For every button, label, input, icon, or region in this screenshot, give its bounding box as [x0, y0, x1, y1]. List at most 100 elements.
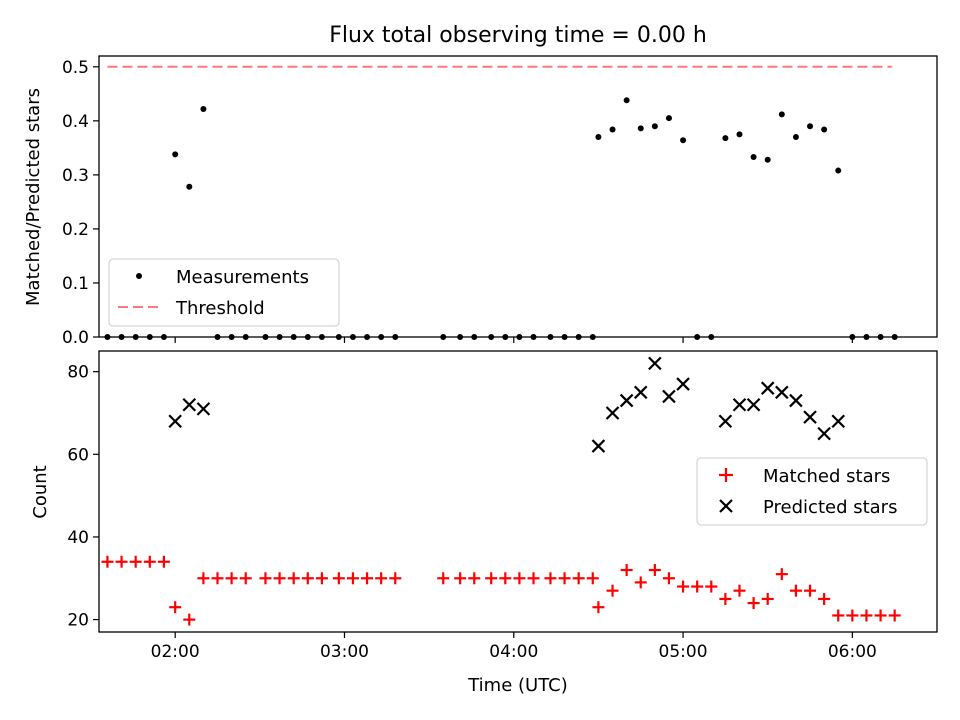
legend-predicted-marker — [719, 499, 733, 513]
top-y-tick-label: 0.2 — [62, 220, 89, 240]
x-axis-label: Time (UTC) — [467, 675, 568, 696]
predicted-stars-point — [676, 377, 690, 391]
matched-stars-point — [860, 609, 873, 622]
predicted-stars-point — [775, 385, 789, 400]
predicted-stars-point — [789, 393, 803, 408]
matched-stars-point — [454, 572, 467, 585]
top-panel: Flux total observing time = 0.00 h Match… — [23, 23, 938, 348]
matched-stars-point — [544, 572, 557, 585]
matched-stars-point — [888, 609, 901, 622]
legend-matched-marker — [719, 468, 733, 482]
matched-stars-point — [761, 592, 774, 605]
measurements-point — [595, 134, 602, 141]
matched-stars-point — [804, 584, 817, 597]
matched-stars-point — [662, 572, 675, 585]
legend-predicted-label: Predicted stars — [763, 497, 897, 518]
bottom-axis-ticks: 02:00 03:00 04:00 05:00 06:00 20 40 60 80 — [67, 363, 876, 662]
measurements-point — [680, 137, 687, 144]
measurements-point — [665, 115, 672, 122]
matched-stars-point — [586, 572, 599, 585]
x-tick-label: 04:00 — [489, 642, 538, 662]
bottom-plot-frame — [98, 350, 938, 633]
matched-stars-point — [719, 592, 732, 605]
measurements-point — [764, 156, 771, 163]
bottom-y-axis-label: Count — [30, 465, 51, 518]
matched-stars-point — [677, 580, 690, 593]
predicted-stars-point — [746, 397, 761, 412]
matched-stars-point — [301, 572, 314, 585]
measurements-point — [722, 135, 729, 142]
measurements-point — [186, 183, 193, 190]
matched-stars-point — [846, 609, 859, 622]
predicted-stars-point — [803, 410, 817, 424]
predicted-stars-point — [760, 381, 775, 395]
legend-matched-label: Matched stars — [763, 466, 890, 487]
predicted-stars-point — [662, 389, 676, 404]
measurements-point — [821, 126, 828, 133]
matched-stars-point — [375, 572, 388, 585]
measurements-point — [623, 97, 630, 104]
matched-stars-point — [332, 572, 345, 585]
matched-stars-point — [485, 572, 498, 585]
x-tick-label: 03:00 — [320, 642, 369, 662]
top-legend: Measurements Threshold — [108, 258, 340, 327]
matched-stars-point — [259, 572, 272, 585]
top-y-tick-label: 0.4 — [62, 112, 89, 132]
matched-stars-point — [527, 572, 540, 585]
matched-stars-point — [733, 584, 746, 597]
matched-stars-point — [346, 572, 359, 585]
top-plot-frame — [98, 55, 938, 338]
matched-stars-point — [143, 555, 156, 568]
matched-stars-point — [592, 601, 605, 614]
predicted-stars-point — [718, 414, 733, 429]
matched-stars-point — [389, 572, 402, 585]
predicted-stars-point — [196, 402, 211, 416]
bottom-y-tick-label: 20 — [67, 611, 89, 631]
bottom-y-tick-label: 80 — [67, 363, 89, 383]
matched-stars-point — [513, 572, 526, 585]
x-tick-label: 05:00 — [659, 642, 708, 662]
top-plot-marks — [104, 65, 898, 340]
matched-stars-point — [818, 592, 831, 605]
x-tick-label: 06:00 — [828, 642, 877, 662]
measurements-point — [637, 125, 644, 132]
predicted-stars-point — [633, 385, 648, 400]
measurements-point — [750, 154, 757, 161]
predicted-stars-point — [732, 397, 747, 412]
top-y-tick-label: 0.1 — [62, 274, 89, 294]
matched-stars-point — [101, 555, 114, 568]
matched-stars-point — [705, 580, 718, 593]
matched-stars-point — [747, 597, 760, 610]
bottom-panel: Count Time (UTC) 02:00 03:00 04:00 05:00 06:… — [30, 350, 938, 696]
matched-stars-point — [606, 584, 619, 597]
chart-title: Flux total observing time = 0.00 h — [329, 23, 707, 48]
predicted-stars-point — [605, 406, 620, 420]
predicted-stars-point — [591, 439, 606, 453]
measurements-point — [835, 167, 842, 174]
matched-stars-point — [691, 580, 704, 593]
measurements-point — [200, 105, 207, 112]
matched-stars-point — [183, 613, 196, 626]
matched-stars-point — [648, 564, 661, 577]
matched-stars-point — [874, 609, 887, 622]
bottom-legend: Matched stars Predicted stars — [696, 457, 928, 526]
matched-stars-point — [775, 568, 788, 581]
measurements-point — [172, 151, 179, 158]
matched-stars-point — [572, 572, 585, 585]
legend-measurements-marker — [136, 273, 142, 279]
matched-stars-point — [273, 572, 286, 585]
top-legend-box — [108, 258, 340, 327]
top-y-tick-label: 0.0 — [62, 328, 89, 348]
top-y-axis-label: Matched/Predicted stars — [23, 88, 44, 306]
matched-stars-point — [239, 572, 252, 585]
measurements-point — [651, 123, 658, 130]
matched-stars-point — [315, 572, 328, 585]
bottom-y-tick-label: 60 — [67, 445, 89, 465]
top-axis-ticks: 0.0 0.1 0.2 0.3 0.4 0.5 — [62, 58, 853, 348]
matched-stars-point — [211, 572, 224, 585]
top-y-tick-label: 0.3 — [62, 166, 89, 186]
predicted-stars-point — [817, 426, 831, 441]
matched-stars-point — [437, 572, 450, 585]
matched-stars-point — [225, 572, 238, 585]
